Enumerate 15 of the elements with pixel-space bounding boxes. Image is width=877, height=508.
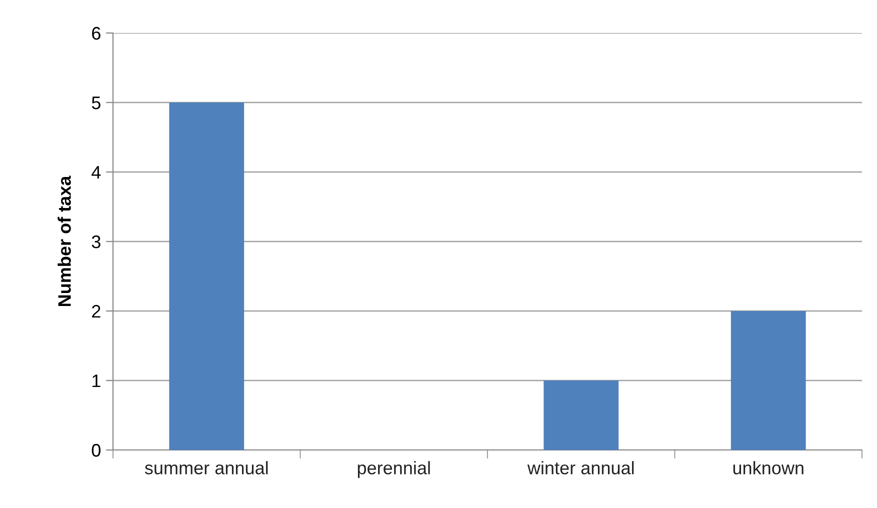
bar: [169, 102, 244, 450]
x-tick-label: summer annual: [144, 461, 268, 474]
y-tick-label: 6: [92, 26, 100, 40]
y-tick-label: 1: [92, 374, 100, 388]
y-tick-label: 5: [92, 96, 100, 110]
y-tick-label: 4: [92, 166, 101, 179]
bar: [730, 311, 806, 450]
x-tick-label: winter annual: [527, 461, 634, 474]
y-tick-label: 2: [92, 304, 100, 318]
y-tick-label: 3: [92, 235, 100, 248]
x-tick-label: unknown: [733, 461, 804, 474]
bar: [544, 380, 619, 450]
y-tick-label: 0: [92, 444, 100, 457]
x-tick-label: perennial: [358, 461, 430, 478]
y-axis-title: Number of taxa: [58, 176, 71, 306]
